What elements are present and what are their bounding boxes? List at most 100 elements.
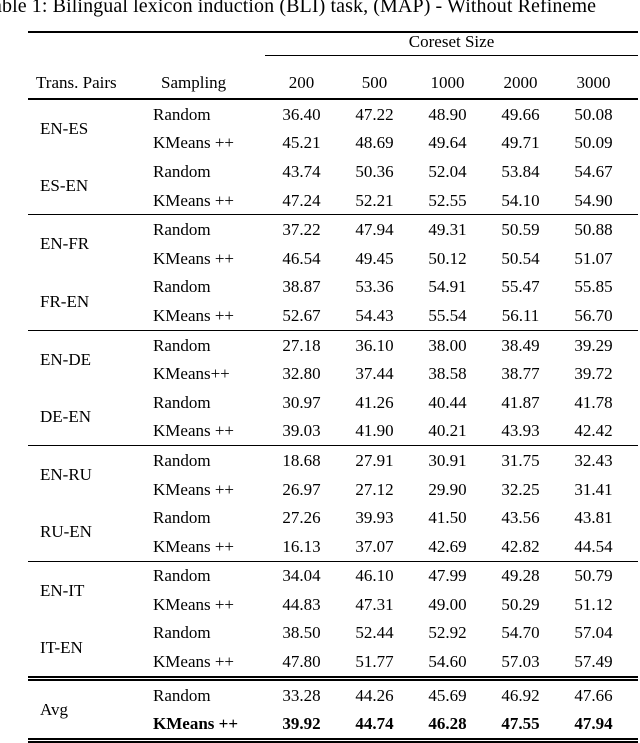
column-header-row: Trans. Pairs Sampling 200 500 1000 2000 … <box>28 55 639 100</box>
value-cell: 47.31 <box>355 594 394 614</box>
pair-section: EN-ES Random 36.40 47.22 48.90 49.66 50.08 KMea… <box>28 99 639 215</box>
value-cell: 16.13 <box>282 536 321 556</box>
sampling-cell: KMeans ++ <box>153 536 235 556</box>
value-cell: 44.26 <box>355 685 394 705</box>
value-cell: 55.47 <box>501 277 540 297</box>
table-row: KMeans ++ 46.54 49.45 50.12 50.54 51.07 <box>28 244 638 273</box>
value-cell: 52.21 <box>355 190 394 210</box>
value-cell: 31.75 <box>501 450 540 470</box>
value-cell: 49.66 <box>501 104 540 124</box>
pair-cell: EN-RU <box>40 465 92 485</box>
row-pad <box>630 647 638 678</box>
value-cell: 48.69 <box>355 133 394 153</box>
size-column-header: 2000 <box>484 55 557 100</box>
value-cell: 40.21 <box>428 421 467 441</box>
value-cell: 32.80 <box>282 364 321 384</box>
value-cell: 54.91 <box>428 277 467 297</box>
row-pad <box>630 359 638 388</box>
value-cell: 41.26 <box>355 392 394 412</box>
value-cell: 57.04 <box>574 623 613 643</box>
value-cell: 37.07 <box>355 536 394 556</box>
value-cell: 32.43 <box>574 450 613 470</box>
value-cell: 54.43 <box>355 305 394 325</box>
value-cell: 51.07 <box>574 248 613 268</box>
value-cell: 52.44 <box>355 623 394 643</box>
table-row: EN-FR Random 37.22 47.94 49.31 50.59 50.88 <box>28 215 638 252</box>
pair-cell: EN-IT <box>40 580 85 600</box>
value-cell: 53.36 <box>355 277 394 297</box>
header-spacer <box>28 32 265 56</box>
value-cell: 27.12 <box>355 479 394 499</box>
value-cell: 42.69 <box>428 536 467 556</box>
value-cell: 46.54 <box>282 248 321 268</box>
column-header-sampling: Sampling <box>153 55 265 100</box>
sampling-cell: KMeans ++ <box>153 190 235 210</box>
value-cell: 50.79 <box>574 566 613 586</box>
table-caption: able 1: Bilingual lexicon induction (BLI… <box>0 0 597 17</box>
value-cell: 31.41 <box>574 479 613 499</box>
sampling-cell: Random <box>153 277 211 297</box>
pair-cell: IT-EN <box>40 637 83 657</box>
table-row: KMeans ++ 52.67 54.43 55.54 56.11 56.70 <box>28 301 638 330</box>
table-row: DE-EN Random 30.97 41.26 40.44 41.87 41.78 <box>28 388 638 425</box>
value-cell: 27.26 <box>282 508 321 528</box>
value-cell: 27.91 <box>355 450 394 470</box>
value-cell: 46.92 <box>501 685 540 705</box>
row-pad <box>630 215 638 244</box>
row-pad <box>630 129 638 158</box>
sampling-cell: KMeans ++ <box>153 652 235 672</box>
pair-section: EN-DE Random 27.18 36.10 38.00 38.49 39.29 KMea… <box>28 330 639 446</box>
value-cell: 40.44 <box>428 392 467 412</box>
value-cell: 51.77 <box>355 652 394 672</box>
value-cell: 54.90 <box>574 190 613 210</box>
table-row: KMeans++ 32.80 37.44 38.58 38.77 39.72 <box>28 359 638 388</box>
value-cell: 49.71 <box>501 133 540 153</box>
value-cell: 47.99 <box>428 566 467 586</box>
value-cell: 52.55 <box>428 190 467 210</box>
value-cell: 50.12 <box>428 248 467 268</box>
table-row: KMeans ++ 26.97 27.12 29.90 32.25 31.41 <box>28 475 638 504</box>
value-cell: 57.49 <box>574 652 613 672</box>
row-pad <box>630 475 638 504</box>
value-cell: 45.69 <box>428 685 467 705</box>
value-cell: 47.24 <box>282 190 321 210</box>
value-cell: 55.85 <box>574 277 613 297</box>
row-pad <box>630 503 638 532</box>
table-row: KMeans ++ 39.92 44.74 46.28 47.55 47.94 <box>28 709 638 740</box>
sampling-cell: KMeans ++ <box>153 714 239 734</box>
value-cell: 38.87 <box>282 277 321 297</box>
row-pad <box>630 301 638 330</box>
sampling-cell: KMeans ++ <box>153 133 235 153</box>
value-cell: 53.84 <box>501 161 540 181</box>
pair-section: EN-RU Random 18.68 27.91 30.91 31.75 32.43 KMea… <box>28 446 639 561</box>
value-cell: 32.25 <box>501 479 540 499</box>
pair-cell: EN-DE <box>40 349 91 369</box>
value-cell: 47.80 <box>282 652 321 672</box>
value-cell: 54.70 <box>501 623 540 643</box>
row-pad <box>630 678 638 709</box>
pair-cell: EN-FR <box>40 234 90 254</box>
table-row: ES-EN Random 43.74 50.36 52.04 53.84 54.67 <box>28 157 638 194</box>
value-cell: 43.93 <box>501 421 540 441</box>
row-pad <box>630 561 638 590</box>
value-cell: 34.04 <box>282 566 321 586</box>
value-cell: 27.18 <box>282 335 321 355</box>
value-cell: 44.74 <box>355 714 394 734</box>
pair-cell: DE-EN <box>40 407 91 427</box>
avg-section: Avg Random 33.28 44.26 45.69 46.92 47.66 KMeans… <box>28 678 639 740</box>
value-cell: 38.77 <box>501 364 540 384</box>
row-pad <box>630 186 638 215</box>
size-column-header: 3000 <box>557 55 630 100</box>
row-pad <box>630 590 638 619</box>
value-cell: 30.91 <box>428 450 467 470</box>
value-cell: 44.54 <box>574 536 613 556</box>
value-cell: 39.92 <box>282 714 321 734</box>
value-cell: 50.29 <box>501 594 540 614</box>
value-cell: 50.08 <box>574 104 613 124</box>
table-row: KMeans ++ 47.80 51.77 54.60 57.03 57.49 <box>28 647 638 678</box>
value-cell: 39.03 <box>282 421 321 441</box>
pair-cell: RU-EN <box>40 522 92 542</box>
value-cell: 54.67 <box>574 161 613 181</box>
table-row: IT-EN Random 38.50 52.44 52.92 54.70 57.04 <box>28 619 638 656</box>
